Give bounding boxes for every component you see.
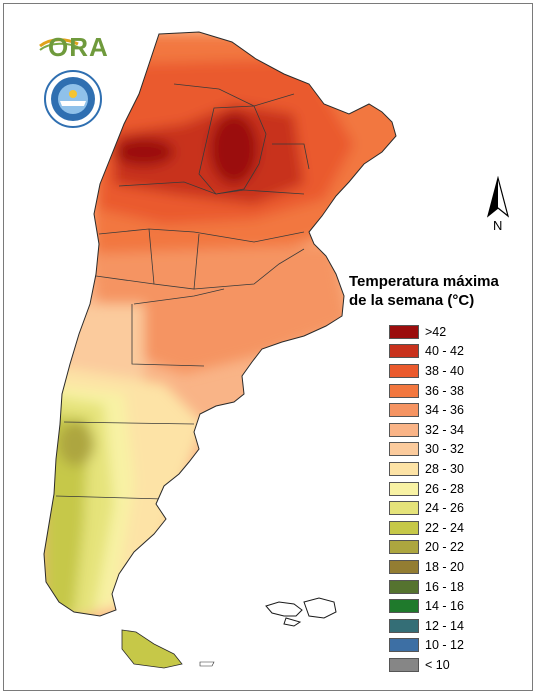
islands-outline <box>265 597 337 627</box>
legend-swatch <box>389 599 419 614</box>
legend-swatch <box>389 618 419 633</box>
map-frame: ORA N Temperatura máxima de la semana (°… <box>3 3 533 691</box>
legend-item: 10 - 12 <box>389 636 532 656</box>
legend-title-line2: de la semana (°C) <box>349 292 475 309</box>
legend-label: 12 - 14 <box>425 618 464 633</box>
legend-item: 30 - 32 <box>389 440 532 460</box>
legend-label: 28 - 30 <box>425 461 464 476</box>
legend-swatch <box>389 501 419 516</box>
legend-item: 26 - 28 <box>389 479 532 499</box>
seal-icon <box>44 70 102 128</box>
legend-label: 18 - 20 <box>425 559 464 574</box>
ora-logo: ORA <box>38 30 110 62</box>
legend-swatch <box>389 403 419 418</box>
legend-swatch <box>389 422 419 437</box>
legend-swatch <box>389 579 419 594</box>
legend-item: < 10 <box>389 655 532 675</box>
legend-item: 32 - 34 <box>389 420 532 440</box>
legend-label: >42 <box>425 324 447 339</box>
legend-label: 10 - 12 <box>425 638 464 653</box>
legend-swatch <box>389 540 419 555</box>
legend-swatch <box>389 383 419 398</box>
legend-label: < 10 <box>425 657 450 672</box>
tierra-del-fuego <box>121 629 183 669</box>
legend-swatch <box>389 657 419 672</box>
legend-item: 24 - 26 <box>389 498 532 518</box>
legend-label: 38 - 40 <box>425 363 464 378</box>
legend-swatch <box>389 363 419 378</box>
legend-swatch <box>389 461 419 476</box>
legend-swatch <box>389 344 419 359</box>
legend-item: 14 - 16 <box>389 596 532 616</box>
legend-item: 36 - 38 <box>389 381 532 401</box>
legend-item: 20 - 22 <box>389 538 532 558</box>
legend-label: 34 - 36 <box>425 403 464 418</box>
legend-swatch <box>389 638 419 653</box>
legend-item: 34 - 36 <box>389 400 532 420</box>
legend-label: 20 - 22 <box>425 540 464 555</box>
legend-item: 38 - 40 <box>389 361 532 381</box>
legend-label: 36 - 38 <box>425 383 464 398</box>
legend-item: 40 - 42 <box>389 342 532 362</box>
legend-item: 16 - 18 <box>389 577 532 597</box>
legend-label: 30 - 32 <box>425 442 464 457</box>
legend-title-line1: Temperatura máxima <box>349 273 499 290</box>
north-arrow-icon <box>484 175 512 234</box>
legend-swatch <box>389 559 419 574</box>
ora-logo-text: ORA <box>48 32 109 62</box>
legend-item: >42 <box>389 322 532 342</box>
legend-swatch <box>389 442 419 457</box>
legend-label: 26 - 28 <box>425 481 464 496</box>
legend-swatch <box>389 324 419 339</box>
legend-label: 22 - 24 <box>425 520 464 535</box>
legend-item: 18 - 20 <box>389 557 532 577</box>
legend-label: 32 - 34 <box>425 422 464 437</box>
legend-swatch <box>389 520 419 535</box>
legend: Temperatura máxima de la semana (°C) >42… <box>349 272 532 675</box>
temperature-map <box>43 31 397 669</box>
legend-label: 40 - 42 <box>425 344 464 359</box>
legend-label: 16 - 18 <box>425 579 464 594</box>
legend-list: >42 40 - 42 38 - 40 36 - 38 34 - 36 32 - 34 30… <box>389 322 532 675</box>
legend-item: 22 - 24 <box>389 518 532 538</box>
legend-title: Temperatura máxima de la semana (°C) <box>349 272 532 310</box>
legend-label: 14 - 16 <box>425 599 464 614</box>
north-label: N <box>493 218 503 233</box>
legend-item: 12 - 14 <box>389 616 532 636</box>
legend-label: 24 - 26 <box>425 501 464 516</box>
legend-item: 28 - 30 <box>389 459 532 479</box>
legend-swatch <box>389 481 419 496</box>
